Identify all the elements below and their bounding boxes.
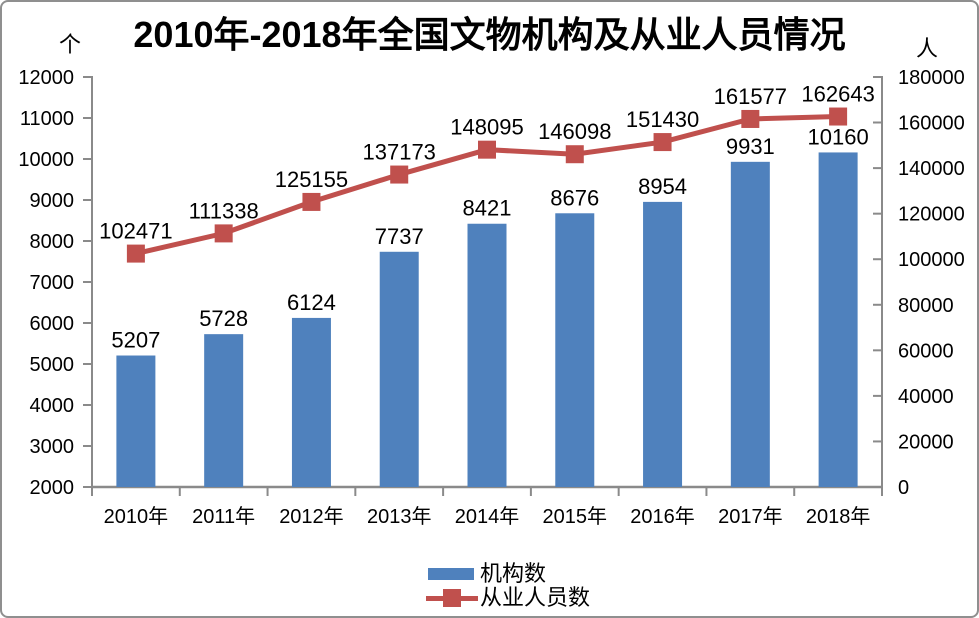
left-axis-unit-label: 个	[58, 32, 81, 57]
left-axis-tick-label-5000: 5000	[30, 354, 75, 376]
x-axis-label-2013年: 2013年	[367, 505, 432, 528]
x-axis-label-2010年: 2010年	[104, 505, 169, 528]
bar-series-swatch	[428, 568, 474, 580]
bar-2014年	[467, 223, 507, 487]
line-marker-icon-2015年	[565, 145, 584, 164]
bar-data-label-2016年: 8954	[638, 174, 687, 199]
bar-data-label-2014年: 8421	[463, 196, 512, 221]
line-marker-icon-2012年	[302, 192, 321, 211]
bar-2011年	[204, 334, 244, 487]
line-data-label-2010年: 102471	[99, 219, 172, 244]
legend-label-line-series: 从业人员数	[480, 585, 591, 610]
bar-2018年	[818, 152, 858, 487]
bar-data-label-2012年: 6124	[287, 290, 336, 315]
right-axis-tick-label-100000: 100000	[898, 249, 965, 271]
line-data-label-2016年: 151430	[626, 107, 699, 132]
bar-2012年	[291, 317, 331, 487]
line-series-swatch	[426, 588, 478, 608]
x-axis-label-2011年: 2011年	[192, 505, 255, 528]
left-axis-tick-label-11000: 11000	[20, 108, 74, 130]
x-axis-label-2014年: 2014年	[455, 505, 520, 528]
bar-data-label-2013年: 7737	[375, 224, 424, 249]
bar-data-label-2017年: 9931	[726, 134, 775, 159]
right-axis-tick-label-80000: 80000	[898, 295, 954, 317]
line-data-label-2015年: 146098	[538, 119, 611, 144]
right-axis-tick-label-20000: 20000	[898, 431, 954, 453]
right-axis-tick-label-0: 0	[898, 477, 909, 499]
legend-item-bar-series: 机构数	[426, 562, 590, 586]
bar-2015年	[555, 213, 595, 487]
legend-swatch-cell	[426, 588, 480, 608]
line-data-label-2011年: 111338	[189, 198, 259, 223]
left-axis-tick-label-8000: 8000	[30, 231, 75, 253]
bar-2016年	[643, 201, 683, 488]
bar-2013年	[379, 251, 419, 487]
line-data-label-2014年: 148095	[450, 115, 523, 140]
left-axis-tick-label-7000: 7000	[30, 272, 75, 294]
line-marker-icon-2013年	[390, 165, 409, 184]
line-marker-icon-2010年	[126, 244, 145, 263]
x-axis-label-2012年: 2012年	[279, 505, 344, 528]
line-marker-icon-2016年	[653, 133, 672, 152]
bar-2010年	[116, 355, 156, 487]
legend-swatch-cell	[426, 568, 480, 580]
line-data-label-2017年: 161577	[714, 84, 787, 109]
x-axis-label-2017年: 2017年	[718, 505, 783, 528]
right-axis-tick-label-60000: 60000	[898, 340, 954, 362]
left-axis-tick-label-4000: 4000	[30, 395, 75, 417]
bar-data-label-2015年: 8676	[550, 185, 599, 210]
left-axis-tick-label-10000: 10000	[18, 149, 74, 171]
bar-data-label-2018年: 10160	[808, 124, 869, 149]
left-axis-tick-label-9000: 9000	[30, 190, 75, 212]
legend-line-marker-icon	[443, 589, 461, 607]
x-axis-label-2018年: 2018年	[806, 505, 871, 528]
line-marker-icon-2011年	[214, 224, 233, 243]
right-axis-tick-label-140000: 140000	[898, 158, 965, 180]
x-axis-label-2016年: 2016年	[630, 505, 695, 528]
right-axis-tick-label-180000: 180000	[898, 67, 965, 89]
legend-label-bar-series: 机构数	[480, 561, 547, 586]
right-axis-unit-label: 人	[915, 36, 938, 61]
left-axis-tick-label-2000: 2000	[30, 477, 75, 499]
left-axis-tick-label-3000: 3000	[30, 436, 75, 458]
left-axis-tick-label-6000: 6000	[30, 313, 75, 335]
chart-title: 2010年-2018年全国文物机构及从业人员情况	[133, 14, 846, 55]
line-marker-icon-2014年	[478, 140, 496, 159]
bar-2017年	[730, 161, 770, 488]
bar-data-label-2010年: 5207	[111, 328, 160, 353]
line-data-label-2013年: 137173	[363, 140, 436, 165]
line-data-label-2012年: 125155	[275, 167, 348, 192]
right-axis-tick-label-120000: 120000	[898, 204, 965, 226]
right-axis-tick-label-160000: 160000	[898, 113, 965, 135]
right-axis-tick-label-40000: 40000	[898, 386, 954, 408]
line-marker-icon-2017年	[741, 109, 760, 128]
bar-data-label-2011年: 5728	[199, 306, 248, 331]
legend: 机构数 从业人员数	[426, 562, 590, 610]
left-axis-tick-label-12000: 12000	[18, 67, 74, 89]
x-axis-label-2015年: 2015年	[543, 505, 608, 528]
legend-item-line-series: 从业人员数	[426, 586, 590, 610]
line-data-label-2018年: 162643	[801, 82, 874, 107]
line-marker-icon-2018年	[829, 107, 848, 126]
